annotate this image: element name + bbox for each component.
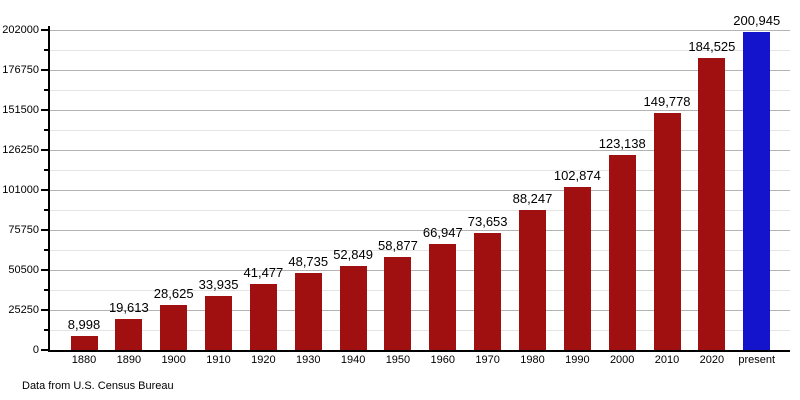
y-gridline-minor	[50, 329, 790, 331]
x-axis-label-1930: 1930	[296, 354, 321, 366]
bar-1900	[160, 305, 188, 350]
y-axis-tick-label: 0	[32, 344, 39, 356]
y-gridline-minor	[50, 89, 790, 91]
y-major-tick	[41, 189, 48, 191]
bar-2000	[608, 155, 636, 350]
bar-value-label-1880: 8,998	[67, 317, 101, 332]
y-axis-tick-label: 50500	[8, 264, 39, 276]
y-gridline-minor	[50, 289, 790, 291]
bar-1890	[115, 319, 143, 350]
bar-value-label-present: 200,945	[733, 13, 781, 28]
y-minor-tick	[44, 169, 48, 171]
bar-1940	[339, 266, 367, 350]
y-axis-tick-label: 75750	[8, 224, 39, 236]
x-axis-label-1980: 1980	[520, 354, 545, 366]
bar-1980	[519, 210, 546, 350]
y-minor-tick	[44, 209, 48, 211]
bar-value-label-1950: 58,877	[378, 238, 418, 253]
x-axis-label-1920: 1920	[251, 354, 276, 366]
source-note: Data from U.S. Census Bureau	[22, 380, 174, 392]
y-major-tick	[41, 149, 48, 151]
y-gridline-minor	[50, 249, 790, 251]
y-axis-tick-label: 202000	[2, 24, 39, 36]
bar-2020	[698, 58, 726, 350]
bar-value-label-1990: 102,874	[553, 168, 601, 183]
bar-value-label-1910: 33,935	[198, 277, 239, 292]
bar-1880	[70, 336, 98, 350]
y-gridline-major	[50, 229, 790, 231]
x-axis-label-1900: 1900	[161, 354, 186, 366]
y-minor-tick	[44, 329, 48, 331]
y-major-tick	[41, 29, 48, 31]
bar-value-label-1900: 28,625	[153, 286, 194, 301]
y-minor-tick	[44, 129, 48, 131]
x-axis-label-1890: 1890	[116, 354, 142, 366]
bar-2010	[653, 113, 681, 350]
bar-1920	[249, 284, 277, 350]
y-gridline-major	[50, 189, 790, 191]
y-major-tick	[41, 309, 48, 311]
bar-1990	[563, 187, 591, 350]
y-minor-tick	[44, 249, 48, 251]
y-axis	[48, 26, 50, 350]
y-axis-tick-label: 176750	[2, 64, 39, 76]
bar-present	[743, 32, 771, 350]
bar-value-label-2020: 184,525	[688, 39, 736, 54]
y-axis-tick-label: 126250	[2, 144, 39, 156]
bar-1910	[205, 296, 233, 350]
y-minor-tick	[44, 49, 48, 51]
bar-value-label-1970: 73,653	[467, 214, 508, 229]
x-axis-label-2010: 2010	[654, 354, 680, 366]
x-axis-label-1950: 1950	[385, 354, 411, 366]
y-gridline-major	[50, 69, 790, 71]
y-major-tick	[41, 349, 48, 351]
bar-1970	[474, 233, 502, 350]
bar-value-label-1960: 66,947	[422, 225, 463, 240]
y-gridline-minor	[50, 129, 790, 131]
bar-value-label-2010: 149,778	[643, 94, 691, 109]
y-major-tick	[41, 269, 48, 271]
x-axis-label-1990: 1990	[565, 354, 590, 366]
bar-value-label-1940: 52,849	[333, 247, 373, 262]
y-gridline-major	[50, 149, 790, 151]
y-major-tick	[41, 229, 48, 231]
bar-value-label-1890: 19,613	[108, 300, 149, 315]
bar-1930	[294, 273, 322, 350]
x-axis-label-1880: 1880	[71, 354, 97, 366]
y-axis-tick-label: 25250	[8, 304, 39, 316]
x-axis-label-1960: 1960	[430, 354, 456, 366]
y-gridline-major	[50, 309, 790, 311]
x-axis-label-1970: 1970	[475, 354, 500, 366]
x-axis-label-present: present	[738, 354, 776, 366]
y-gridline-major	[50, 269, 790, 271]
bar-1960	[429, 244, 457, 350]
bar-value-label-2000: 123,138	[598, 136, 646, 151]
y-axis-tick-label: 151500	[2, 104, 39, 116]
y-major-tick	[41, 109, 48, 111]
y-gridline-minor	[50, 169, 790, 171]
bar-value-label-1920: 41,477	[243, 265, 284, 280]
x-axis	[48, 350, 790, 352]
bar-value-label-1980: 88,247	[512, 191, 553, 206]
x-axis-label-2020: 2020	[699, 354, 725, 366]
y-axis-tick-label: 101000	[2, 184, 39, 196]
y-minor-tick	[44, 89, 48, 91]
y-minor-tick	[44, 289, 48, 291]
bar-value-label-1930: 48,735	[288, 254, 329, 269]
x-axis-label-2000: 2000	[609, 354, 635, 366]
y-major-tick	[41, 69, 48, 71]
y-gridline-major	[50, 109, 790, 111]
x-axis-label-1940: 1940	[340, 354, 366, 366]
x-axis-label-1910: 1910	[206, 354, 231, 366]
y-gridline-major	[50, 29, 790, 31]
y-gridline-minor	[50, 49, 790, 51]
bar-1950	[384, 257, 412, 350]
y-gridline-minor	[50, 209, 790, 211]
